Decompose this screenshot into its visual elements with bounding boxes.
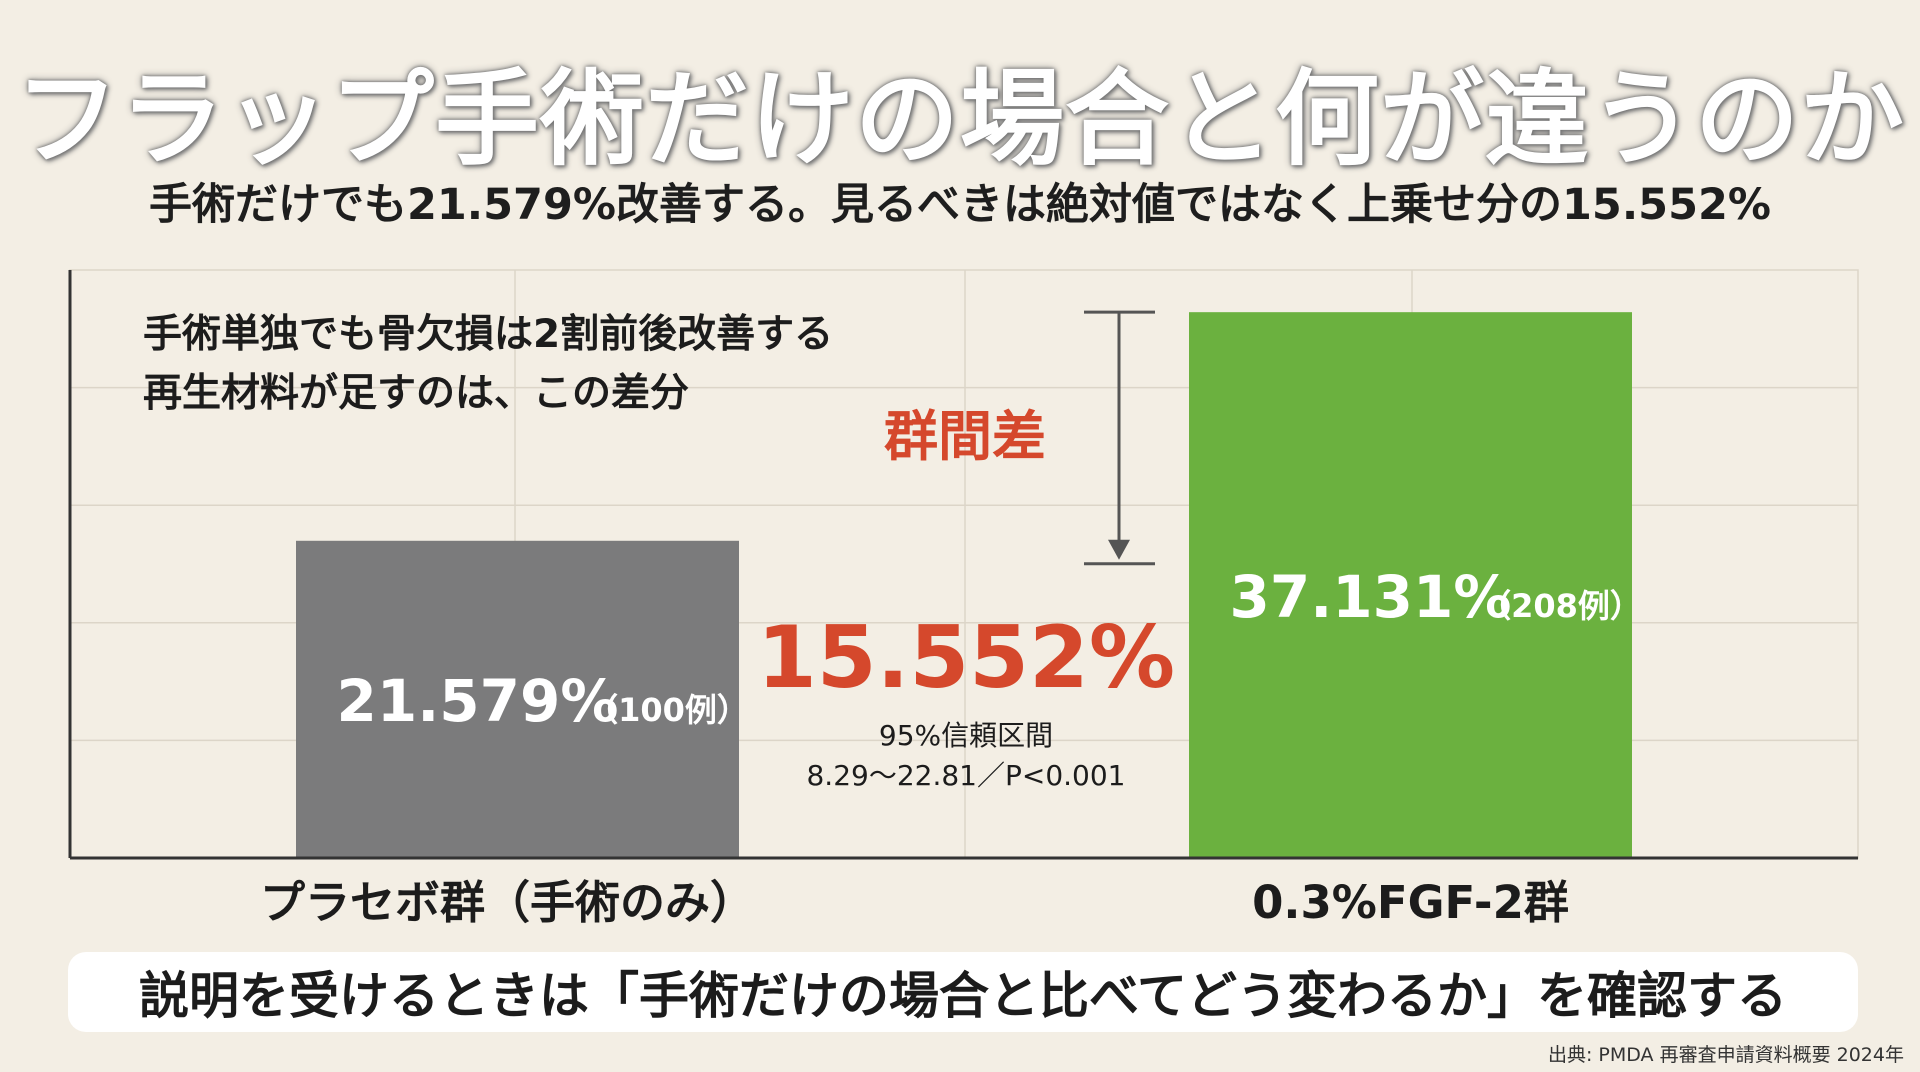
chart-annotation-line2: 再生材料が足すのは、この差分 xyxy=(143,371,689,416)
bar-chart: 手術単独でも骨欠損は2割前後改善する 再生材料が足すのは、この差分 群間差 15… xyxy=(68,269,1859,929)
bar-value-label: 21.579% xyxy=(337,667,619,735)
confidence-interval-detail: 8.29〜22.81／P<0.001 xyxy=(806,759,1125,792)
bar-value-label: 37.131% xyxy=(1230,563,1512,631)
source-citation: 出典: PMDA 再審査申請資料概要 2024年 xyxy=(1547,1044,1904,1066)
page-subtitle: 手術だけでも21.579%改善する。見るべきは絶対値ではなく上乗せ分の15.55… xyxy=(148,180,1772,230)
footer-text: 説明を受けるときは「手術だけの場合と比べてどう変わるか」を確認する xyxy=(139,967,1787,1025)
bar-fgf2 xyxy=(1189,312,1632,858)
footer-callout: 説明を受けるときは「手術だけの場合と比べてどう変わるか」を確認する xyxy=(68,952,1858,1032)
bar-count-label: （100例） xyxy=(586,691,749,729)
x-category-label: 0.3%FGF-2群 xyxy=(1252,876,1569,929)
group-difference-value: 15.552% xyxy=(757,608,1175,708)
page-title: フラップ手術だけの場合と何が違うのか xyxy=(14,58,1905,180)
group-difference-label: 群間差 xyxy=(884,405,1046,468)
bar-count-label: （208例） xyxy=(1479,587,1642,625)
confidence-interval-label: 95%信頼区間 xyxy=(879,719,1053,752)
bar-placebo xyxy=(296,540,739,858)
x-category-label: プラセボ群（手術のみ） xyxy=(260,876,755,929)
chart-annotation-line1: 手術単独でも骨欠損は2割前後改善する xyxy=(143,312,833,357)
difference-arrow-head xyxy=(1108,539,1130,560)
